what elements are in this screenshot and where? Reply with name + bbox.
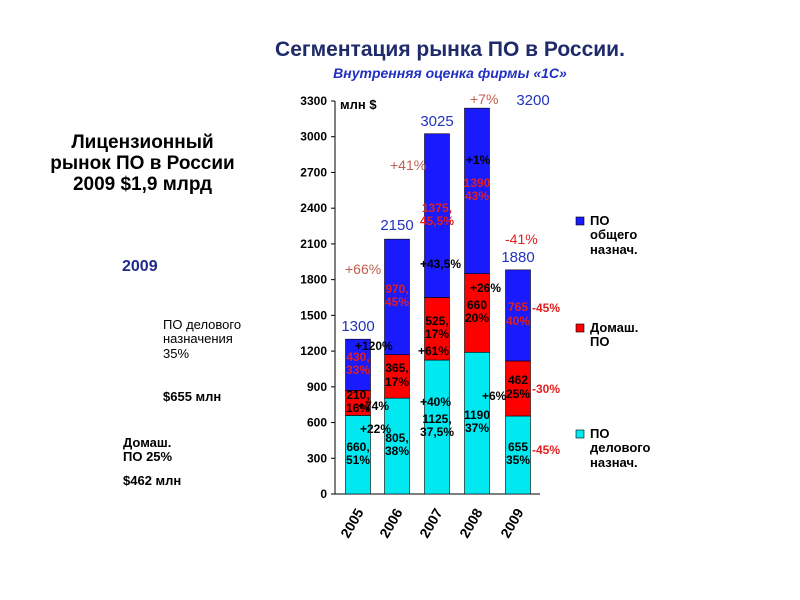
value-label: 765 40% xyxy=(505,300,531,328)
bar-segment xyxy=(464,107,490,274)
growth-annotation: +74% xyxy=(358,399,390,413)
y-tick-label: 0 xyxy=(320,487,327,501)
headline: Лицензионный рынок ПО в России 2009 $1,9… xyxy=(50,132,235,195)
value-label: 525, 17% xyxy=(424,313,450,341)
bar-segment xyxy=(464,273,490,353)
y-tick-label: 900 xyxy=(307,380,327,394)
growth-annotation: +41% xyxy=(390,157,427,173)
legend-label: Домаш. ПО xyxy=(590,320,639,350)
growth-annotation: -45% xyxy=(532,301,561,315)
value-label: 1190 37% xyxy=(463,408,491,436)
value-label: 430, 33% xyxy=(345,349,371,377)
y-unit: млн $ xyxy=(340,97,377,112)
value-label: 1375, 45,5% xyxy=(419,200,455,228)
year-label: 2009 xyxy=(122,258,158,275)
total-label: 3025 xyxy=(420,112,454,130)
growth-annotation: +40% xyxy=(420,395,452,409)
value-label: 365, 17% xyxy=(384,361,410,389)
y-tick-label: 1200 xyxy=(300,344,327,358)
growth-annotation: -41% xyxy=(505,231,538,247)
legend-swatch xyxy=(575,216,585,226)
growth-annotation: +26% xyxy=(470,281,502,295)
y-tick-label: 2700 xyxy=(300,165,327,179)
growth-annotation: +120% xyxy=(355,339,393,353)
growth-annotation: +6% xyxy=(482,389,507,403)
growth-annotation: +22% xyxy=(360,422,392,436)
total-label: 1880 xyxy=(501,249,535,267)
legend-swatch xyxy=(575,429,585,439)
value-label: 805, 38% xyxy=(384,431,410,459)
bar-segment xyxy=(345,338,371,391)
growth-annotation: +7% xyxy=(470,91,499,107)
home-amount: $462 млн xyxy=(123,473,182,488)
value-label: 462 25% xyxy=(505,373,531,401)
value-label: 660 20% xyxy=(464,297,490,326)
y-tick-label: 600 xyxy=(307,416,327,430)
legend-swatch xyxy=(575,323,585,333)
bar-segment xyxy=(384,238,410,355)
value-label: 1390 43% xyxy=(463,175,491,204)
x-tick-label: 2009 xyxy=(497,505,527,540)
value-label: 1125, 37,5% xyxy=(419,412,455,440)
legend-label: ПО общего назнач. xyxy=(590,213,638,257)
legend-label: ПО делового назнач. xyxy=(590,426,651,470)
bar-segment xyxy=(505,269,531,362)
chart-subtitle: Внутренняя оценка фирмы «1С» xyxy=(333,65,567,81)
y-tick-label: 2400 xyxy=(300,201,327,215)
y-tick-label: 1500 xyxy=(300,308,327,322)
x-tick-label: 2006 xyxy=(376,505,406,540)
growth-annotation: +66% xyxy=(345,261,382,277)
bar-segment xyxy=(384,397,410,495)
y-tick-label: 3300 xyxy=(300,94,327,108)
y-tick-label: 3000 xyxy=(300,130,327,144)
bar-segment xyxy=(424,359,450,495)
growth-annotation: -30% xyxy=(532,382,561,396)
value-label: 655 35% xyxy=(505,439,531,468)
y-tick-label: 300 xyxy=(307,451,327,465)
bar-segment xyxy=(424,133,450,298)
business-share: ПО делового назначения 35% xyxy=(163,317,242,361)
growth-annotation: -45% xyxy=(532,443,561,457)
x-tick-label: 2008 xyxy=(456,505,486,540)
home-share: Домаш. ПО 25% xyxy=(123,435,173,465)
value-label: 210, 16% xyxy=(345,387,371,416)
bar-segment xyxy=(505,360,531,417)
total-label: 1300 xyxy=(341,318,375,336)
y-tick-label: 1800 xyxy=(300,273,327,287)
bar-segment xyxy=(424,297,450,361)
business-amount: $655 млн xyxy=(163,389,222,404)
value-label: 660, 51% xyxy=(345,439,371,467)
chart-title: Сегментация рынка ПО в России. xyxy=(275,38,625,61)
total-label: 2150 xyxy=(380,216,414,234)
growth-annotation: +1% xyxy=(466,153,491,167)
bar-segment xyxy=(384,354,410,399)
value-label: 970, 45% xyxy=(384,281,410,310)
growth-annotation: +61% xyxy=(418,344,450,358)
total-label: 3200 xyxy=(516,91,550,109)
bar-segment xyxy=(464,351,490,495)
x-tick-label: 2007 xyxy=(416,505,446,540)
x-tick-label: 2005 xyxy=(337,505,367,540)
y-tick-label: 2100 xyxy=(300,237,327,251)
growth-annotation: +43,5% xyxy=(420,257,462,271)
